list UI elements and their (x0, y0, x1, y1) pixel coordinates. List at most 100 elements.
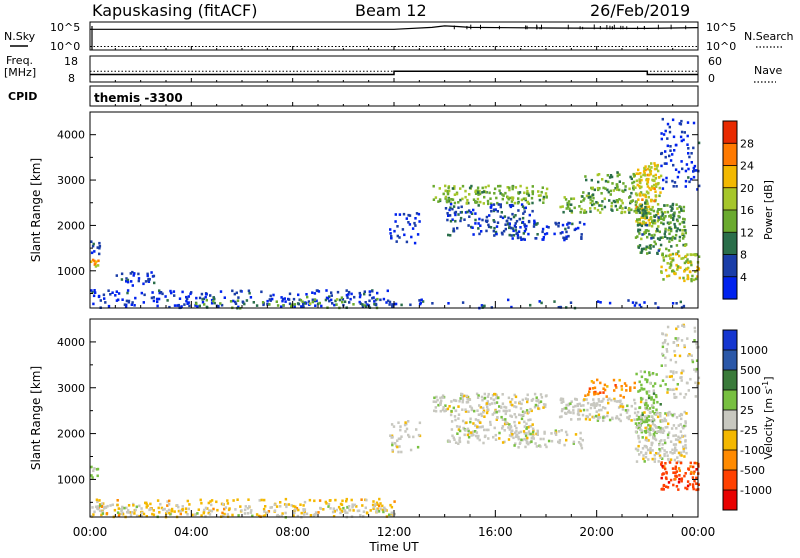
velocity-cell (681, 324, 684, 327)
velocity-cell (518, 413, 521, 417)
velocity-cell (483, 428, 486, 432)
velocity-cell (461, 398, 465, 402)
velocity-cell (497, 396, 500, 400)
velocity-cell (550, 432, 553, 435)
power-cell (486, 219, 489, 223)
velocity-ylabel: Slant Range [km] (29, 366, 43, 470)
power-cell (490, 202, 493, 206)
power-cell (464, 211, 468, 214)
power-cell (169, 289, 172, 293)
power-cell (580, 237, 583, 240)
power-cell (519, 184, 522, 188)
velocity-cell (335, 508, 338, 512)
power-cell (679, 205, 682, 209)
power-cell (561, 231, 564, 234)
velocity-cell (481, 425, 484, 428)
power-cell (474, 218, 477, 222)
power-cell (674, 237, 677, 240)
velocity-cell (695, 461, 698, 465)
power-cell (589, 195, 592, 199)
power-cell (574, 227, 578, 231)
velocity-cell (127, 509, 130, 512)
power-cell (454, 210, 458, 214)
power-cell (628, 207, 631, 210)
velocity-cell (677, 480, 681, 484)
velocity-cell (601, 406, 605, 409)
power-cell (644, 193, 647, 197)
power-cell (460, 205, 463, 209)
velocity-cell (655, 373, 658, 376)
velocity-cell (662, 484, 665, 488)
power-cell (676, 207, 679, 210)
power-cell (90, 251, 94, 255)
power-cell (446, 212, 449, 215)
velocity-cell (454, 409, 457, 413)
velocity-cell (515, 430, 518, 433)
velocity-cell (208, 513, 212, 516)
power-cell (662, 278, 665, 281)
power-cell (652, 183, 656, 187)
freq-label: Freq. (6, 54, 33, 67)
power-cell (519, 226, 522, 229)
velocity-cell (607, 401, 610, 405)
velocity-cell (479, 406, 482, 409)
power-cell (565, 207, 568, 210)
power-cell (393, 229, 396, 233)
velocity-cell (531, 434, 535, 438)
velocity-cell (677, 337, 680, 340)
power-cell (669, 227, 673, 231)
velocity-cell (346, 511, 349, 515)
velocity-cell (636, 410, 640, 414)
velocity-cell (322, 508, 325, 511)
velocity-cell (682, 445, 685, 449)
velocity-cell (592, 381, 595, 384)
power-cell (90, 289, 93, 292)
velocity-cell (671, 413, 674, 417)
velocity-cell (369, 509, 372, 512)
power-cell (663, 216, 666, 220)
velocity-cell (454, 418, 457, 422)
power-cell (564, 198, 568, 201)
velocity-cell (292, 514, 295, 517)
velocity-cell (487, 408, 490, 412)
velocity-cell (674, 477, 677, 481)
velocity-cell (295, 507, 299, 510)
power-cell (646, 252, 649, 255)
velocity-cell (666, 388, 669, 391)
power-cell (692, 253, 695, 256)
velocity-cell (648, 431, 651, 434)
power-cell (523, 225, 527, 228)
velocity-cell (581, 438, 584, 442)
velocity-cell (615, 415, 619, 418)
power-frame (89, 111, 699, 309)
velocity-cell (342, 506, 345, 510)
velocity-cell (657, 452, 660, 455)
velocity-cell (475, 431, 479, 434)
velocity-cell (383, 506, 386, 510)
velocity-cell (464, 408, 467, 411)
velocity-cell (478, 438, 481, 442)
velocity-cell (520, 402, 523, 406)
power-cell (580, 233, 583, 236)
power-cell (669, 262, 672, 266)
velocity-cell (686, 480, 690, 483)
velocity-cell (364, 506, 367, 510)
power-cell (628, 196, 631, 199)
velocity-cell (625, 411, 629, 414)
power-cell (126, 289, 130, 292)
velocity-cell (389, 434, 392, 437)
velocity-cell (597, 392, 600, 396)
velocity-cell (200, 514, 203, 517)
power-cell (684, 179, 688, 183)
velocity-cell (454, 441, 458, 444)
power-cell (644, 231, 647, 234)
velocity-cell (651, 449, 654, 452)
power-cell (597, 180, 600, 184)
velocity-cell (400, 450, 403, 454)
power-cell (557, 306, 560, 309)
power-cell (648, 221, 651, 225)
velocity-cell (491, 413, 494, 416)
power-cell (499, 192, 502, 195)
velocity-cell (539, 437, 542, 441)
velocity-cell (588, 418, 591, 421)
